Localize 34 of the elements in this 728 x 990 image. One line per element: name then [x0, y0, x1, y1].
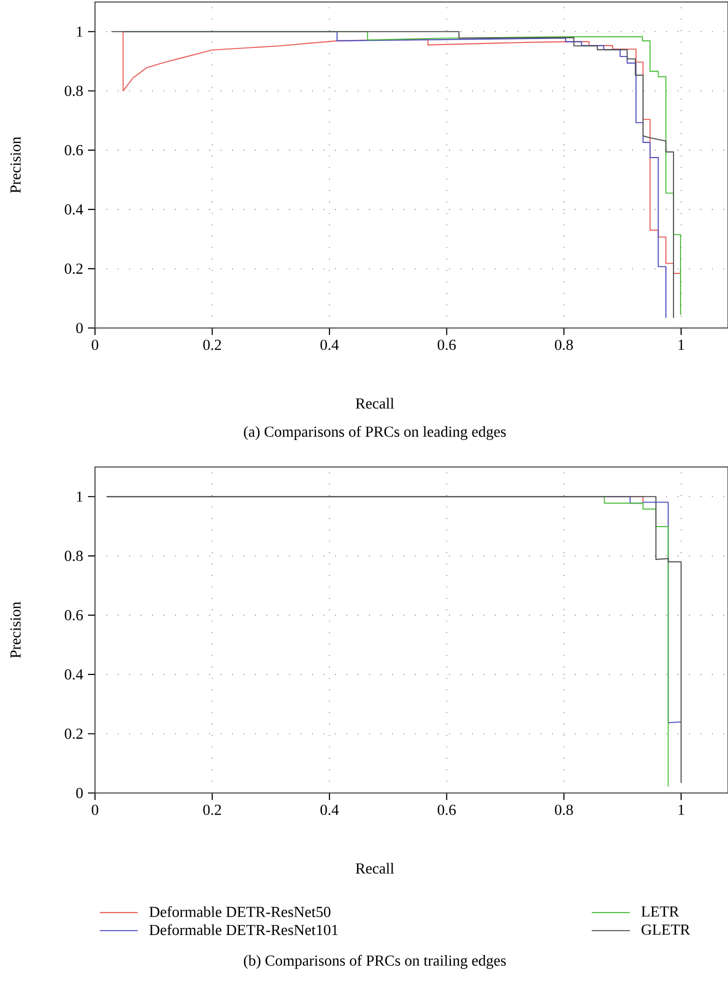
- x-tick-label: 0.4: [320, 804, 339, 816]
- y-tick-label: 0.2: [64, 264, 82, 274]
- x-tick-label: 1: [678, 340, 684, 350]
- legend-label: GLETR: [642, 924, 690, 935]
- y-tick-label: 0.2: [64, 728, 82, 739]
- x-tick-label: 0.8: [554, 340, 573, 350]
- x-tick-label: 0.6: [438, 804, 456, 816]
- y-axis-title: Precision: [10, 602, 21, 658]
- x-tick-label: 1: [678, 804, 684, 815]
- x-tick-label: 0: [92, 804, 98, 815]
- y-tick-label: 1: [77, 492, 82, 502]
- x-tick-label: 0.6: [438, 340, 456, 350]
- x-tick-label: 0.4: [320, 340, 339, 350]
- legend-label: LETR: [641, 906, 680, 917]
- x-axis-title: Recall: [356, 398, 394, 409]
- y-tick-label: 0.6: [64, 610, 83, 620]
- y-tick-label: 1: [77, 26, 82, 37]
- x-tick-label: 0.8: [554, 804, 573, 816]
- legend-label: Deformable DETR-ResNet101: [149, 924, 338, 936]
- y-tick-label: 0: [76, 788, 83, 798]
- text: (b) Comparisons of PRCs on trailing edges: [244, 954, 506, 969]
- text: (a) Comparisons of PRCs on leading edges: [244, 426, 506, 440]
- y-tick-label: 0.4: [64, 204, 84, 215]
- y-tick-label: 0.6: [64, 145, 83, 156]
- y-tick-label: 0: [76, 322, 83, 334]
- y-axis-title: Precision: [10, 136, 21, 193]
- x-axis-title: Recall: [356, 862, 394, 874]
- x-tick-label: 0.2: [203, 340, 221, 350]
- y-tick-label: 0.4: [64, 669, 84, 680]
- y-tick-label: 0.8: [64, 550, 83, 562]
- x-tick-label: 0.2: [203, 804, 221, 816]
- x-tick-label: 0: [92, 340, 98, 350]
- legend-label: Deformable DETR-ResNet50: [149, 906, 330, 918]
- y-tick-label: 0.8: [64, 86, 83, 96]
